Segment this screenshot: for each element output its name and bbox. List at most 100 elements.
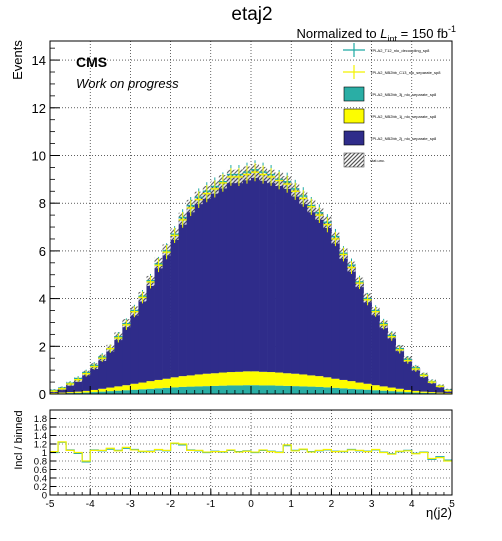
bar-teal [235, 385, 243, 394]
bar-navy [275, 179, 283, 372]
bar-navy [380, 324, 388, 386]
y-tick-label: 8 [39, 196, 46, 211]
y-tick-label: 6 [39, 244, 46, 259]
legend-marker-box [344, 131, 364, 145]
bar-teal [323, 387, 331, 394]
y-tick-label: 10 [32, 148, 46, 163]
bar-teal [372, 390, 380, 394]
bar-teal [155, 388, 163, 394]
bar-navy [130, 311, 138, 384]
bar-navy [219, 182, 227, 373]
bar-navy [146, 281, 154, 381]
bar-teal [146, 389, 154, 394]
bar-navy [235, 176, 243, 372]
bar-navy [106, 348, 114, 387]
bar-teal [130, 390, 138, 394]
bar-teal [243, 385, 251, 394]
bar-yellow [227, 372, 235, 385]
bar-yellow [420, 392, 428, 393]
bar-yellow [98, 389, 106, 392]
bar-teal [211, 386, 219, 394]
legend-label: TPI-A2_NB2bb_2j_nlo_separate_sp8 [370, 136, 437, 141]
legend-marker-box [344, 87, 364, 101]
bar-navy [307, 206, 315, 375]
bar-teal [307, 387, 315, 394]
bar-navy [323, 222, 331, 377]
bar-yellow [299, 374, 307, 386]
bar-yellow [66, 392, 74, 393]
bar-yellow [364, 384, 372, 390]
bar-yellow [58, 393, 66, 394]
bar-navy [251, 171, 259, 371]
bar-yellow [90, 390, 98, 392]
bar-teal [227, 385, 235, 394]
bar-navy [227, 176, 235, 372]
lumi-sup: -1 [448, 24, 456, 34]
bar-yellow [356, 383, 364, 390]
bar-yellow [267, 372, 275, 385]
x-tick-label: -2 [166, 499, 175, 510]
bar-yellow [187, 375, 195, 386]
legend-label: TPI-A2_T12_nlo_decoupling_sp8 [370, 48, 430, 53]
bar-teal [203, 386, 211, 394]
bar-navy [396, 348, 404, 389]
bar-navy [331, 238, 339, 379]
bar-teal [122, 390, 130, 394]
bar-teal [275, 386, 283, 394]
bar-yellow [146, 381, 154, 389]
x-tick-label: 3 [369, 499, 375, 510]
bar-navy [259, 174, 267, 372]
bar-yellow [82, 391, 90, 393]
bar-yellow [388, 388, 396, 392]
y-tick-label: 14 [32, 53, 46, 68]
bar-yellow [275, 373, 283, 386]
bar-navy [187, 206, 195, 375]
bar-navy [211, 187, 219, 373]
lumi-value: = 150 fb [397, 26, 448, 41]
bar-yellow [243, 371, 251, 385]
ratio-y-axis-label: Incl / binned [13, 410, 25, 469]
bar-yellow [122, 385, 130, 390]
bar-yellow [195, 374, 203, 386]
legend-marker-box [344, 109, 364, 123]
legend-label: TPI-A2_NB2bb_1j_nlo_separate_sp8 [370, 114, 437, 119]
bar-teal [331, 388, 339, 394]
bar-yellow [130, 384, 138, 390]
bar-navy [388, 335, 396, 387]
bar-yellow [315, 376, 323, 387]
x-tick-label: -1 [206, 499, 215, 510]
bar-navy [347, 267, 355, 381]
bar-navy [195, 198, 203, 375]
legend-label: TPI-A2_NB2bb_3j_nlo_separate_sp8 [370, 92, 437, 97]
bar-navy [372, 311, 380, 385]
legend-label: TPI-A2_NB2bb_C13_nlo_separate_sp8 [370, 70, 441, 75]
bar-teal [299, 386, 307, 394]
y-tick-label: 0 [39, 387, 46, 402]
bar-navy [243, 173, 251, 371]
bar-yellow [235, 372, 243, 386]
bar-yellow [74, 392, 82, 393]
bar-yellow [211, 373, 219, 386]
bar-teal [283, 386, 291, 394]
y-tick-label: 4 [39, 292, 46, 307]
bar-navy [171, 234, 179, 377]
x-tick-label: -3 [126, 499, 135, 510]
bar-yellow [404, 390, 412, 392]
cms-label: CMS [76, 54, 107, 70]
bar-teal [251, 385, 259, 394]
bar-yellow [436, 393, 444, 394]
ratio-y-tick-label: 1.8 [34, 414, 47, 425]
x-tick-label: -4 [86, 499, 95, 510]
bar-teal [187, 387, 195, 394]
bar-teal [219, 386, 227, 394]
bar-navy [163, 250, 171, 379]
bar-navy [98, 358, 106, 389]
bar-teal [259, 385, 267, 394]
bar-teal [291, 386, 299, 394]
y-tick-label: 12 [32, 101, 46, 116]
bar-teal [356, 389, 364, 394]
bar-teal [171, 387, 179, 394]
bar-yellow [114, 386, 122, 390]
x-tick-label: 4 [409, 499, 415, 510]
